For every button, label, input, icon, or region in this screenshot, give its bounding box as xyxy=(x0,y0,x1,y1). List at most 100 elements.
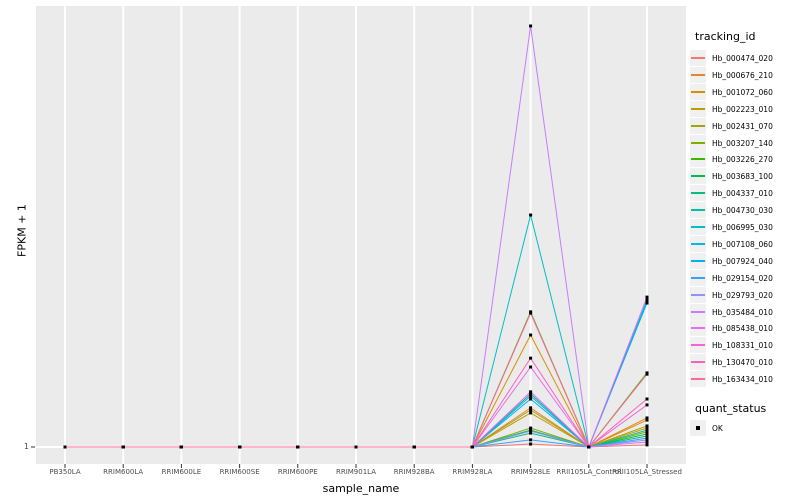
legend-item-label: Hb_029793_020 xyxy=(712,290,773,300)
legend-key-swatch xyxy=(690,286,706,303)
x-tick-label-RRIM901LA: RRIM901LA xyxy=(335,468,377,476)
legend-item-Hb_163434_010: Hb_163434_010 xyxy=(688,371,800,388)
legend-key-swatch xyxy=(690,269,706,286)
legend-item-label: Hb_003207_140 xyxy=(712,138,773,148)
legend-key-line-icon xyxy=(691,73,705,76)
legend-key-swatch xyxy=(690,185,706,202)
data-point xyxy=(529,392,533,396)
legend-key-swatch xyxy=(690,117,706,134)
x-tick-label-RRIM928LE: RRIM928LE xyxy=(510,468,551,476)
legend-key-line-icon xyxy=(691,226,705,228)
legend-item-Hb_003226_270: Hb_003226_270 xyxy=(688,151,800,168)
data-point xyxy=(529,426,533,430)
legend-key-swatch xyxy=(690,371,706,388)
legend-item-label: Hb_002223_010 xyxy=(712,104,773,114)
legend-key-swatch xyxy=(690,420,706,436)
data-point xyxy=(645,403,649,407)
data-point xyxy=(645,397,649,401)
legend-item-label: Hb_029154_020 xyxy=(712,273,773,283)
legend-item-label: Hb_000676_210 xyxy=(712,70,773,80)
legend-key-swatch xyxy=(690,252,706,269)
legend-key-line-icon xyxy=(691,310,705,313)
legend-item-quant-OK: OK xyxy=(688,420,800,437)
legend-item-label: Hb_004730_030 xyxy=(712,206,773,216)
legend-title-tracking-id: tracking_id xyxy=(695,30,756,43)
data-point xyxy=(645,426,649,430)
x-tick-label-RRIM600SE: RRIM600SE xyxy=(219,468,260,476)
legend-item-label: Hb_130470_010 xyxy=(712,358,773,368)
legend-item-Hb_006995_030: Hb_006995_030 xyxy=(688,219,800,236)
data-point xyxy=(645,416,649,420)
data-point xyxy=(529,429,533,433)
legend-key-line-icon xyxy=(691,327,705,330)
x-tick-label-RRII105LA_Control: RRII105LA_Control xyxy=(556,468,622,476)
legend-key-line-icon xyxy=(691,175,705,178)
legend-key-swatch xyxy=(690,50,706,66)
data-point xyxy=(412,445,416,449)
data-point xyxy=(121,445,125,449)
legend-item-Hb_003207_140: Hb_003207_140 xyxy=(688,134,800,152)
data-point xyxy=(529,397,533,401)
legend-key-line-icon xyxy=(691,242,705,245)
data-point xyxy=(645,295,649,299)
data-point xyxy=(529,311,533,315)
legend-key-line-icon xyxy=(691,361,705,364)
legend-key-swatch xyxy=(690,66,706,83)
legend-item-label: Hb_003683_100 xyxy=(712,172,773,182)
legend-item-label: Hb_108331_010 xyxy=(712,341,773,351)
data-point xyxy=(529,406,533,410)
legend-item-label: Hb_003226_270 xyxy=(712,155,773,165)
x-tick-label-RRIM600PE: RRIM600PE xyxy=(277,468,318,476)
legend-item-Hb_085438_010: Hb_085438_010 xyxy=(688,320,800,337)
legend-key-swatch xyxy=(690,354,706,371)
data-point xyxy=(238,445,242,449)
data-point xyxy=(63,445,67,449)
data-point xyxy=(529,365,533,369)
data-point xyxy=(645,428,649,432)
data-point xyxy=(645,430,649,434)
legend-item-Hb_004337_010: Hb_004337_010 xyxy=(688,185,800,202)
data-point xyxy=(529,390,533,394)
legend-item-Hb_000676_210: Hb_000676_210 xyxy=(688,66,800,84)
data-point xyxy=(645,424,649,428)
legend-title-quant-status: quant_status xyxy=(695,402,767,415)
data-point xyxy=(645,440,649,444)
data-point xyxy=(645,436,649,440)
legend: tracking_id Hb_000474_020 Hb_000676_210 Hb… xyxy=(688,0,800,500)
data-point xyxy=(529,213,533,217)
legend-item-label: Hb_000474_020 xyxy=(712,54,773,63)
data-point xyxy=(529,442,533,446)
legend-key-swatch xyxy=(690,219,706,235)
data-point xyxy=(529,356,533,360)
legend-item-label: Hb_006995_030 xyxy=(712,223,773,232)
legend-key-line-icon xyxy=(691,141,705,144)
data-point xyxy=(296,445,300,449)
legend-item-Hb_001072_060: Hb_001072_060 xyxy=(688,83,800,101)
legend-item-label: Hb_004337_010 xyxy=(712,189,773,199)
legend-item-label: Hb_007924_040 xyxy=(712,256,773,266)
data-point xyxy=(179,445,183,449)
legend-item-Hb_000474_020: Hb_000474_020 xyxy=(688,50,800,67)
data-point xyxy=(529,408,533,412)
x-tick-label-RRIM600LA: RRIM600LA xyxy=(103,468,144,476)
data-point xyxy=(529,438,533,442)
legend-item-label: Hb_085438_010 xyxy=(712,324,773,334)
x-tick-label-RRIM928BA: RRIM928BA xyxy=(393,468,435,476)
y-axis-title: FPKM + 1 xyxy=(15,204,29,257)
legend-key-swatch xyxy=(690,320,706,337)
data-point xyxy=(645,372,649,376)
legend-item-Hb_003683_100: Hb_003683_100 xyxy=(688,168,800,185)
data-point xyxy=(645,298,649,302)
legend-item-label: OK xyxy=(712,424,723,433)
legend-item-Hb_002431_070: Hb_002431_070 xyxy=(688,117,800,135)
legend-item-Hb_029793_020: Hb_029793_020 xyxy=(688,286,800,304)
legend-key-line-icon xyxy=(691,209,705,212)
legend-key-swatch xyxy=(690,134,706,151)
legend-key-line-icon xyxy=(691,124,705,127)
data-point xyxy=(529,394,533,398)
legend-key-line-icon xyxy=(691,259,705,262)
legend-item-label: Hb_001072_060 xyxy=(712,87,773,97)
legend-key-swatch xyxy=(690,202,706,219)
